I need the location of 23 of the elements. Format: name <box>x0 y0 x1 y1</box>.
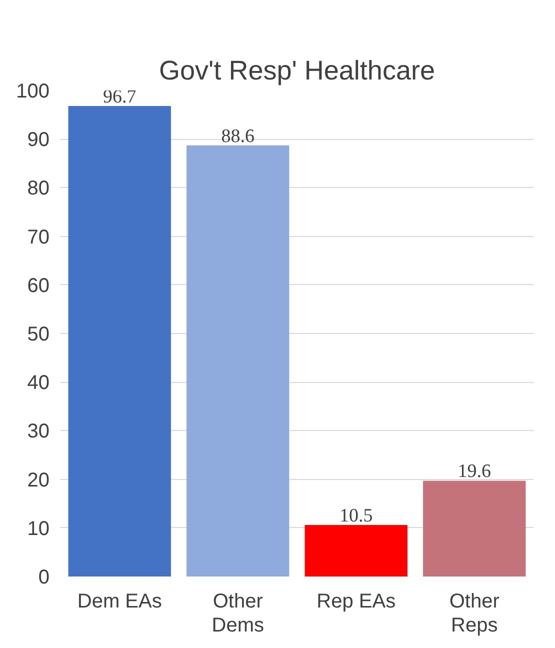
y-tick-label: 60 <box>27 274 50 297</box>
y-tick-label: 40 <box>27 372 50 394</box>
bar <box>304 524 408 576</box>
y-tick-label: 0 <box>38 566 50 588</box>
y-tick-label: 20 <box>27 469 50 492</box>
data-label: 10.5 <box>340 505 373 526</box>
bar <box>423 480 526 576</box>
bar <box>68 106 171 576</box>
y-tick-label: 80 <box>27 178 50 200</box>
data-label: 88.6 <box>221 126 254 147</box>
bar <box>186 145 290 576</box>
x-tick-label: Other Reps <box>449 590 500 637</box>
y-tick-label: 50 <box>27 324 50 346</box>
x-tick-label: Other Dems <box>212 590 264 637</box>
y-tick-label: 70 <box>27 226 50 248</box>
y-tick-label: 30 <box>27 420 50 443</box>
data-label: 19.6 <box>458 461 491 482</box>
y-tick-label: 10 <box>27 518 50 540</box>
chart-title: Gov't Resp' Healthcare <box>159 56 435 86</box>
y-tick-label: 100 <box>16 80 50 102</box>
x-tick-label: Rep EAs <box>316 590 396 612</box>
y-tick-label: 90 <box>27 129 50 152</box>
x-tick-label: Dem EAs <box>77 590 162 612</box>
